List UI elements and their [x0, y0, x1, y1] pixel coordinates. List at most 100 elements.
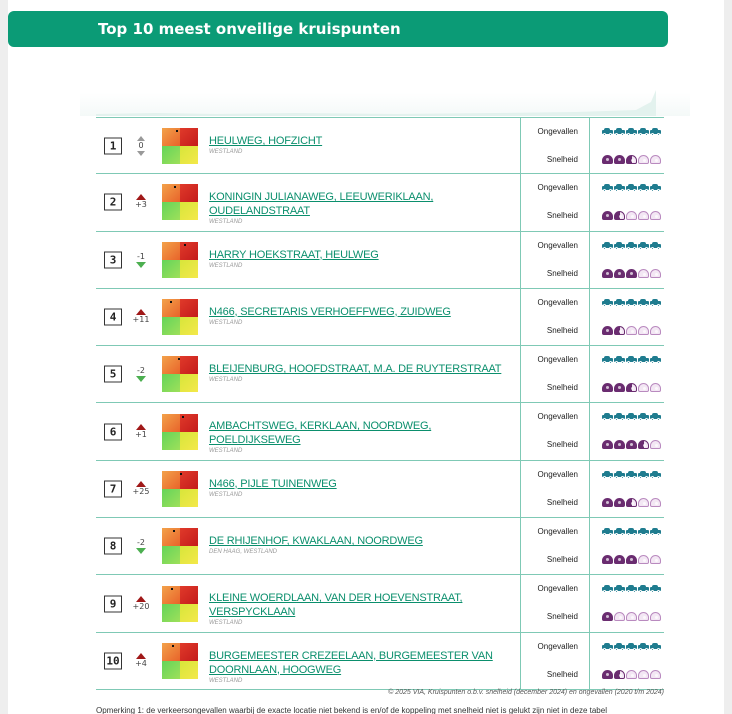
speed-label: Snelheid: [546, 383, 578, 393]
accidents-label: Ongevallen: [537, 355, 578, 365]
rank-change-value: -1: [137, 251, 145, 261]
car-icon: [638, 356, 649, 365]
speedometer-icon: [626, 268, 637, 278]
location-link[interactable]: KLEINE WOERDLAAN, VAN DER HOEVENSTRAAT, …: [209, 592, 463, 619]
car-icon: [650, 356, 661, 365]
car-icon: [626, 413, 637, 422]
car-icon: [650, 241, 661, 250]
speedometer-icon: [650, 268, 661, 278]
location: DE RHIJENHOF, KWAKLAAN, NOORDWEG DEN HAA…: [209, 534, 509, 556]
speedometer-icon: [602, 440, 613, 450]
speedometer-icon: [614, 497, 625, 507]
speedometer-icon: [650, 669, 661, 679]
rank-change: -2: [130, 538, 152, 555]
municipality-label: WESTLAND: [209, 491, 243, 498]
car-icon: [638, 184, 649, 193]
car-icon: [602, 241, 613, 250]
risk-matrix-icon: [162, 413, 198, 450]
location-link[interactable]: HEULWEG, HOFZICHT: [209, 135, 323, 147]
risk-matrix-icon: [162, 470, 198, 507]
car-icon: [650, 184, 661, 193]
speed-rating: [602, 383, 661, 393]
speedometer-icon: [602, 325, 613, 335]
location-link[interactable]: DE RHIJENHOF, KWAKLAAN, NOORDWEG: [209, 535, 423, 548]
location-link[interactable]: BURGEMEESTER CREZEELAAN, BURGEMEESTER VA…: [209, 649, 493, 676]
speedometer-icon: [614, 555, 625, 565]
map-preview-fade: [80, 58, 690, 116]
speed-rating: [602, 612, 661, 622]
car-icon: [602, 528, 613, 537]
table-row: 4 +11 N466, SECRETARIS VERHOEFFWEG, ZUID…: [96, 288, 664, 347]
car-icon: [638, 413, 649, 422]
car-icon: [650, 528, 661, 537]
speedometer-icon: [638, 268, 649, 278]
accidents-label: Ongevallen: [537, 584, 578, 594]
risk-matrix-icon: [162, 585, 198, 622]
rank-number: 3: [104, 251, 122, 269]
accidents-label: Ongevallen: [537, 469, 578, 479]
location-link[interactable]: KONINGIN JULIANAWEG, LEEUWERIKLAAN, OUDE…: [209, 191, 434, 218]
rank-change-value: +1: [135, 429, 147, 439]
speed-rating: [602, 325, 661, 335]
speedometer-icon: [626, 383, 637, 393]
rank-down-icon: [136, 261, 146, 268]
speedometer-icon: [614, 268, 625, 278]
table-row: 2 +3 KONINGIN JULIANAWEG, LEEUWERIKLAAN,…: [96, 174, 664, 232]
risk-matrix-icon: [162, 642, 198, 679]
rank-change-value: +3: [135, 200, 147, 210]
risk-matrix-icon: [162, 127, 198, 164]
copyright-note: © 2025 VIA, Kruispunten o.b.v. snelheid …: [388, 689, 664, 696]
risk-matrix-icon: [162, 184, 198, 221]
car-icon: [626, 642, 637, 651]
section-header: Top 10 meest onveilige kruispunten: [8, 11, 668, 47]
risk-matrix-icon: [162, 356, 198, 393]
speedometer-icon: [614, 612, 625, 622]
speedometer-icon: [638, 325, 649, 335]
location-link[interactable]: AMBACHTSWEG, KERKLAAN, NOORDWEG, POELDIJ…: [209, 420, 432, 447]
accidents-rating: [602, 470, 661, 479]
speedometer-icon: [626, 669, 637, 679]
car-icon: [638, 528, 649, 537]
speed-label: Snelheid: [546, 211, 578, 221]
speedometer-icon: [638, 383, 649, 393]
speedometer-icon: [650, 497, 661, 507]
accidents-label: Ongevallen: [537, 297, 578, 307]
accidents-rating: [602, 585, 661, 594]
speedometer-icon: [626, 155, 637, 164]
ranking-table: 1 0 HEULWEG, HOFZICHT WESTLAND Ongevalle…: [96, 117, 664, 690]
rank-up-icon: [136, 652, 146, 659]
speedometer-icon: [626, 555, 637, 565]
speed-rating: [602, 211, 661, 221]
car-icon: [614, 642, 625, 651]
rank-up-icon: [136, 480, 146, 487]
rank-change: +11: [130, 309, 152, 325]
speedometer-icon: [626, 612, 637, 622]
location: N466, PIJLE TUINENWEG WESTLAND: [209, 477, 509, 499]
rank-number: 9: [104, 595, 122, 613]
speed-label: Snelheid: [546, 325, 578, 335]
speed-label: Snelheid: [546, 497, 578, 507]
rank-change-value: -2: [137, 538, 145, 548]
speed-rating: [602, 440, 661, 450]
location-link[interactable]: N466, PIJLE TUINENWEG: [209, 477, 337, 490]
accidents-label: Ongevallen: [537, 183, 578, 193]
location: HARRY HOEKSTRAAT, HEULWEG WESTLAND: [209, 248, 509, 270]
car-icon: [602, 642, 613, 651]
location-link[interactable]: N466, SECRETARIS VERHOEFFWEG, ZUIDWEG: [209, 305, 451, 318]
location-link[interactable]: HARRY HOEKSTRAAT, HEULWEG: [209, 248, 379, 261]
speedometer-icon: [650, 211, 661, 221]
car-icon: [614, 470, 625, 479]
remark-note: Opmerking 1: de verkeersongevallen waarb…: [96, 706, 607, 714]
rank-change: -1: [130, 252, 152, 268]
car-icon: [638, 585, 649, 594]
page: Top 10 meest onveilige kruispunten 1 0 H…: [8, 0, 724, 714]
speedometer-icon: [602, 497, 613, 507]
speedometer-icon: [638, 669, 649, 679]
speedometer-icon: [614, 325, 625, 335]
location-link[interactable]: BLEIJENBURG, HOOFDSTRAAT, M.A. DE RUYTER…: [209, 363, 502, 376]
rank-number: 5: [104, 365, 122, 383]
background-sparkline: [96, 90, 656, 116]
speedometer-icon: [638, 211, 649, 221]
location: AMBACHTSWEG, KERKLAAN, NOORDWEG, POELDIJ…: [209, 419, 509, 455]
accidents-rating: [602, 298, 661, 307]
